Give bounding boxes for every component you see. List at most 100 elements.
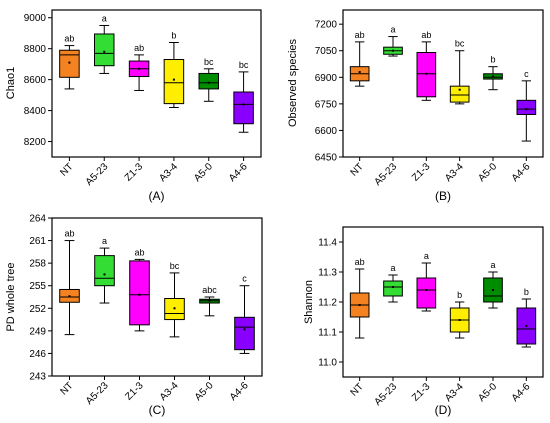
box-a5-0: A5-0 b <box>476 55 503 184</box>
x-tick-label: NT <box>349 381 366 398</box>
x-tick-label: Z1-3 <box>410 161 433 184</box>
y-tick-label: 261 <box>29 236 46 247</box>
y-tick-label: 11.1 <box>318 328 337 339</box>
mean-marker <box>425 289 428 291</box>
significance-letter: c <box>242 274 247 284</box>
box-a3-4: A3-4 b <box>157 30 185 184</box>
significance-letter: c <box>524 69 529 79</box>
mean-marker <box>425 72 428 75</box>
box-a3-4: A3-4 bc <box>443 39 470 184</box>
x-tick-label: A5-0 <box>476 381 499 404</box>
significance-letter: b <box>490 55 495 65</box>
y-tick-label: 258 <box>29 259 46 270</box>
y-tick-label: 255 <box>29 281 46 292</box>
y-tick-label: 6900 <box>315 73 338 84</box>
box-a4-6: A4-6 b <box>510 287 537 404</box>
y-tick-label: 246 <box>29 349 46 360</box>
iqr-box <box>233 91 254 125</box>
significance-letter: ab <box>421 30 431 40</box>
plot-frame <box>342 226 544 378</box>
significance-letter: a <box>490 260 495 270</box>
significance-letter: a <box>424 251 429 261</box>
y-tick-label: 11.0 <box>318 358 337 369</box>
box-a3-4: A3-4 bc <box>158 261 185 403</box>
y-tick-label: 11.3 <box>318 268 337 279</box>
y-tick-label: 6750 <box>315 99 338 110</box>
y-axis-title: Observed species <box>287 38 299 127</box>
iqr-box <box>234 316 255 351</box>
y-axis-title: PD whole tree <box>5 262 17 331</box>
x-tick-label: A5-0 <box>476 161 499 184</box>
box-a5-0: A5-0 bc <box>192 57 220 184</box>
iqr-box <box>59 49 80 78</box>
mean-marker <box>68 295 71 298</box>
x-tick-label: A4-6 <box>228 380 251 403</box>
mean-marker <box>138 293 141 296</box>
mean-marker <box>208 299 211 302</box>
x-tick-label: NT <box>349 161 366 178</box>
y-tick-label: 252 <box>29 304 46 315</box>
box-a4-6: A4-6 c <box>510 69 537 184</box>
x-tick-label: A3-4 <box>158 380 181 403</box>
x-tick-label: Z1-3 <box>123 380 146 403</box>
x-tick-label: A5-0 <box>193 380 216 403</box>
mean-marker <box>358 70 361 73</box>
box-a5-23: A5-23 a <box>84 236 115 407</box>
chart-panel-shannon: 11.011.111.211.311.4ShannonNTabA5-23aZ1-… <box>303 226 544 417</box>
x-tick-label: A4-6 <box>227 161 250 184</box>
significance-letter: b <box>457 290 462 300</box>
box-z1-3: Z1-3 a <box>410 251 437 404</box>
y-tick-label: 264 <box>29 214 46 225</box>
y-tick-label: 243 <box>29 372 46 383</box>
box-a4-6: A4-6 bc <box>227 60 254 184</box>
mean-marker <box>492 289 494 291</box>
x-tick-label: A5-23 <box>84 380 111 407</box>
y-tick-label: 8800 <box>24 44 47 55</box>
significance-letter: bc <box>170 261 180 271</box>
panel-label: (A) <box>149 189 165 203</box>
mean-marker <box>103 273 106 276</box>
y-tick-label: 6450 <box>315 153 338 164</box>
iqr-box <box>129 260 150 326</box>
y-tick-label: 11.4 <box>318 238 337 249</box>
mean-marker <box>103 50 106 53</box>
box-nt: NT ab <box>349 30 370 179</box>
x-tick-label: A5-23 <box>372 161 399 188</box>
chart-panel-observed-species: 6450 6600 6750 6900 7050 7200 Observed species… <box>287 9 544 203</box>
mean-marker <box>68 61 71 64</box>
mean-marker <box>392 286 394 288</box>
significance-letter: a <box>102 13 107 23</box>
mean-marker <box>492 75 494 78</box>
mean-marker <box>207 81 210 84</box>
significance-letter: ab <box>64 34 74 44</box>
y-tick-label: 7050 <box>315 46 338 57</box>
panel-label: (C) <box>149 403 166 417</box>
plot-frame <box>51 9 262 158</box>
chart-panel-pd-whole-tree: 243 246 249 252 255 258 261 264 PD whole tree NT a… <box>5 214 263 417</box>
iqr-box <box>449 85 470 103</box>
box-z1-3: Z1-3 ab <box>123 43 150 184</box>
iqr-box <box>383 280 403 297</box>
box-z1-3: Z1-3 ab <box>410 30 437 184</box>
mean-marker <box>138 67 141 70</box>
box-a5-23: A5-23 a <box>372 25 403 188</box>
mean-marker <box>172 78 175 81</box>
iqr-box <box>416 277 437 309</box>
box-a5-0: A5-0 abc <box>193 285 220 403</box>
x-tick-label: Z1-3 <box>123 161 146 184</box>
plot-frame <box>51 217 263 377</box>
y-tick-label: 6600 <box>315 126 338 137</box>
box-a5-0: A5-0 a <box>476 260 503 404</box>
significance-letter: ab <box>355 30 365 40</box>
box-a3-4: A3-4 b <box>443 290 470 404</box>
x-tick-label: A3-4 <box>443 381 466 404</box>
significance-letter: bc <box>455 39 465 49</box>
significance-letter: a <box>102 236 107 246</box>
mean-marker <box>173 307 176 310</box>
y-tick-label: 8400 <box>24 106 47 117</box>
y-axis-title: Shannon <box>303 280 315 324</box>
iqr-box <box>94 255 115 287</box>
iqr-box <box>516 99 537 115</box>
x-tick-label: A4-6 <box>510 381 533 404</box>
mean-marker <box>525 325 528 327</box>
